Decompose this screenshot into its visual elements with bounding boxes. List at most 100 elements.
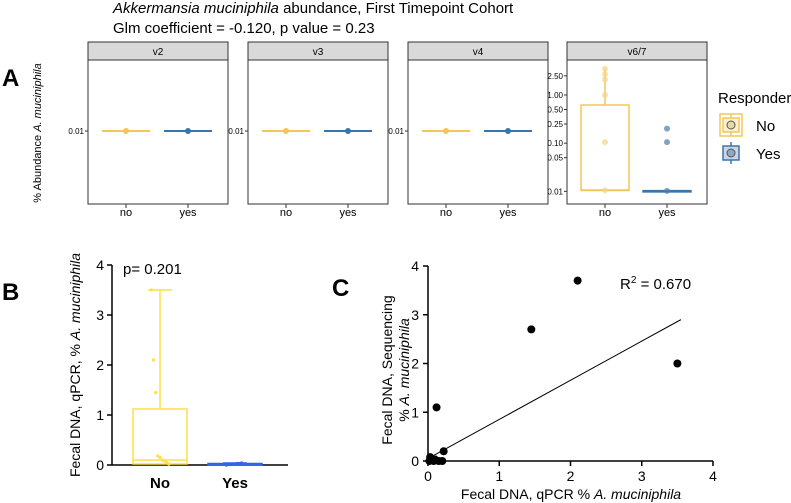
y-tick-label: 0.01: [68, 127, 84, 136]
panel-c-x-axis-label: Fecal DNA, qPCR % A. muciniphila: [461, 486, 681, 502]
panel-c-x-tick-label: 0: [424, 468, 432, 484]
panel-label-b: B: [2, 279, 19, 306]
y-tick-label: 0.10: [547, 139, 563, 148]
y-tick-label: 0.50: [547, 105, 563, 114]
panel-a-title: Akkermansia muciniphila abundance, First…: [112, 0, 514, 17]
panel-c-r-rest: = 0.670: [636, 276, 691, 293]
facet-panel-border: [566, 59, 708, 205]
panel-c-x-tick-label: 2: [567, 468, 575, 484]
panel-b-y-tick-label: 0: [96, 457, 104, 473]
x-tick-label: no: [120, 207, 132, 219]
point-yes: [664, 139, 670, 146]
point-no: [602, 76, 608, 83]
x-tick-label: no: [440, 207, 452, 219]
panel-c-y-tick-label: 4: [411, 258, 419, 274]
facet-panel-border: [407, 59, 549, 205]
panel-c-point: [426, 453, 435, 462]
panel-c-x-tick-label: 3: [638, 468, 646, 484]
point-no: [602, 65, 608, 72]
panel-a-ylabel-prefix: % Abundance: [32, 132, 44, 203]
y-tick-label: 2.50: [547, 72, 563, 81]
y-tick-label: 0.25: [547, 120, 563, 129]
panel-b-y-tick-label: 3: [96, 307, 104, 323]
point-yes: [185, 128, 191, 134]
x-tick-label: yes: [499, 207, 517, 219]
x-tick-label: no: [280, 207, 292, 219]
facet-strip-label: v2: [153, 47, 164, 58]
panel-c-y-tick-label: 2: [411, 356, 419, 372]
panel-c-point: [527, 325, 536, 334]
facet-v3: v3 no yes 0.01: [228, 41, 389, 219]
panel-c-r-sup: 2: [631, 275, 637, 286]
panel-c-ylabel2-species: A. muciniphila: [396, 318, 412, 406]
panel-c-y-tick-label: 0: [411, 453, 419, 469]
panel-a-subtitle: Glm coefficient = -0.120, p value = 0.23: [113, 20, 375, 37]
point-yes: [664, 187, 670, 194]
x-tick-label: no: [599, 207, 611, 219]
point-no: [443, 128, 449, 134]
panel-a-y-axis-label: % Abundance A. muciniphila: [32, 63, 44, 202]
point-yes: [505, 128, 511, 134]
point-no: [602, 71, 608, 78]
facet-panel-border: [247, 59, 389, 205]
panel-c-y-axis-label-line2: % A. muciniphila: [396, 318, 412, 422]
panel-c-point: [432, 403, 441, 412]
x-tick-label: yes: [339, 207, 357, 219]
panel-a-ylabel-species: A. muciniphila: [32, 63, 44, 132]
facet-strip-label: v6/7: [628, 47, 647, 58]
panel-b-point-yes: [231, 462, 235, 466]
point-yes: [345, 128, 351, 134]
panel-c-r-squared: R2 = 0.670: [620, 275, 691, 293]
panel-c-x-tick-label: 1: [495, 468, 503, 484]
panel-c-y-tick-label: 3: [411, 307, 419, 323]
panel-b-point-yes: [226, 462, 230, 467]
facet-panel-border: [87, 59, 229, 205]
panel-label-a: A: [2, 65, 19, 92]
panel-c-r-prefix: R: [620, 276, 631, 293]
box-no: [580, 104, 630, 192]
panel-a-title-species: Akkermansia muciniphila: [112, 0, 279, 17]
point-no: [283, 128, 289, 134]
y-tick-label: 0.05: [547, 154, 563, 163]
panel-b-box-no: [132, 408, 188, 465]
panel-c-fit-line: [427, 319, 682, 460]
panel-b-point-no: [151, 358, 155, 362]
panel-a-facets: v2 no yes 0.01 v3 no yes 0.01 v4 no yes 0.01 v6/7 no y…: [68, 41, 708, 219]
panel-b-y-axis-label: Fecal DNA, qPCR, % A. muciniphila: [67, 253, 83, 477]
panel-label-c: C: [332, 275, 349, 302]
x-tick-label: yes: [658, 207, 676, 219]
panel-b-x-tick-label: No: [150, 475, 170, 492]
panel-c-point: [439, 447, 448, 456]
panel-c-point: [673, 359, 682, 368]
panel-b-x-tick-label: Yes: [222, 475, 248, 492]
panel-c-ylabel2-prefix: %: [396, 405, 412, 421]
y-tick-label: 1.00: [547, 91, 563, 100]
panel-b-point-no: [167, 462, 171, 466]
facet-v4: v4 no yes 0.01: [388, 41, 549, 219]
panel-c-xlabel-species: A. muciniphila: [593, 486, 681, 502]
point-no: [123, 128, 129, 134]
panel-b-ylabel-species: A. muciniphila: [67, 253, 83, 341]
panel-b-y-tick-label: 2: [96, 357, 104, 373]
x-tick-label: yes: [179, 207, 197, 219]
panel-c-point: [438, 457, 447, 465]
panel-c-xlabel-prefix: Fecal DNA, qPCR %: [461, 486, 594, 502]
panel-b-plot: 0 1 2 3 4 No Yes: [96, 257, 288, 492]
panel-b-ylabel-prefix: Fecal DNA, qPCR, %: [67, 340, 83, 477]
point-no: [602, 187, 608, 194]
point-yes: [664, 125, 670, 132]
panel-c-x-tick-label: 4: [709, 468, 717, 484]
panel-b-p-value: p= 0.201: [123, 261, 182, 278]
panel-b-y-tick-label: 1: [96, 407, 104, 423]
panel-b-point-no: [154, 390, 158, 395]
panel-c-point: [573, 276, 582, 285]
y-tick-label: 0.01: [388, 127, 404, 136]
facet-v2: v2 no yes 0.01: [68, 41, 229, 219]
panel-b-point-yes: [240, 461, 244, 465]
panel-b-point-no: [158, 455, 162, 460]
legend-key-yes: [722, 142, 740, 164]
panel-a-title-rest: abundance, First Timepoint Cohort: [279, 0, 514, 17]
facet-v6-7: v6/7 no yes 2.50 1.00 0.50 0.25 0.10 0.05 0.01: [547, 41, 708, 219]
facet-strip-label: v3: [313, 47, 324, 58]
